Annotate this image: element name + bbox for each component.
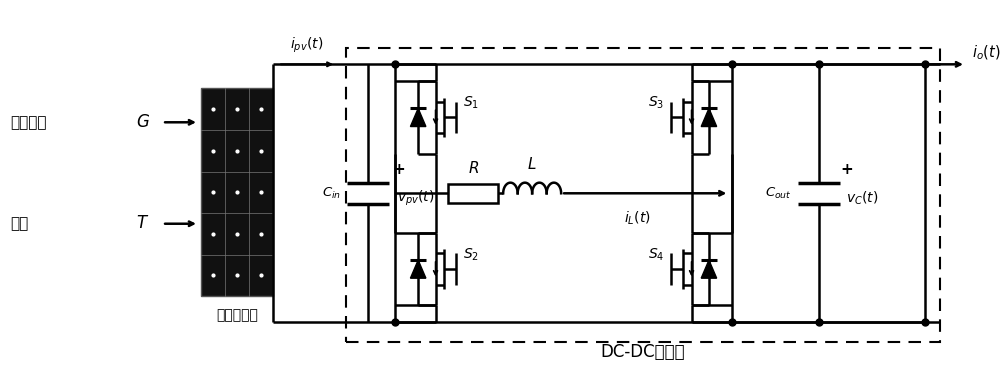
Polygon shape [701,260,717,278]
Text: DC-DC变换器: DC-DC变换器 [600,343,685,361]
Polygon shape [410,260,426,278]
Polygon shape [410,108,426,126]
Text: $S_1$: $S_1$ [463,95,479,111]
Bar [201,88,273,296]
Text: $v_{pv}(t)$: $v_{pv}(t)$ [397,189,434,208]
Text: $S_4$: $S_4$ [648,246,665,263]
Text: +: + [840,162,853,177]
Text: $G$: $G$ [136,114,150,131]
Text: $v_C(t)$: $v_C(t)$ [846,189,879,207]
Text: $T$: $T$ [136,215,149,232]
Text: +: + [392,162,405,177]
Bar [448,184,498,203]
Text: $L$: $L$ [527,156,537,172]
Text: 光照强度: 光照强度 [11,115,47,130]
Polygon shape [701,108,717,126]
Text: 温度: 温度 [11,216,29,231]
Text: $C_{in}$: $C_{in}$ [322,186,341,201]
Text: $C_{out}$: $C_{out}$ [765,186,792,201]
Text: $S_2$: $S_2$ [463,246,479,263]
Text: 光伏电池板: 光伏电池板 [216,308,258,322]
Text: $R$: $R$ [468,160,479,176]
Text: $i_L(t)$: $i_L(t)$ [624,210,650,227]
Text: $i_o(t)$: $i_o(t)$ [972,44,1000,62]
Text: $i_{pv}(t)$: $i_{pv}(t)$ [290,35,324,55]
Text: $S_3$: $S_3$ [648,95,665,111]
